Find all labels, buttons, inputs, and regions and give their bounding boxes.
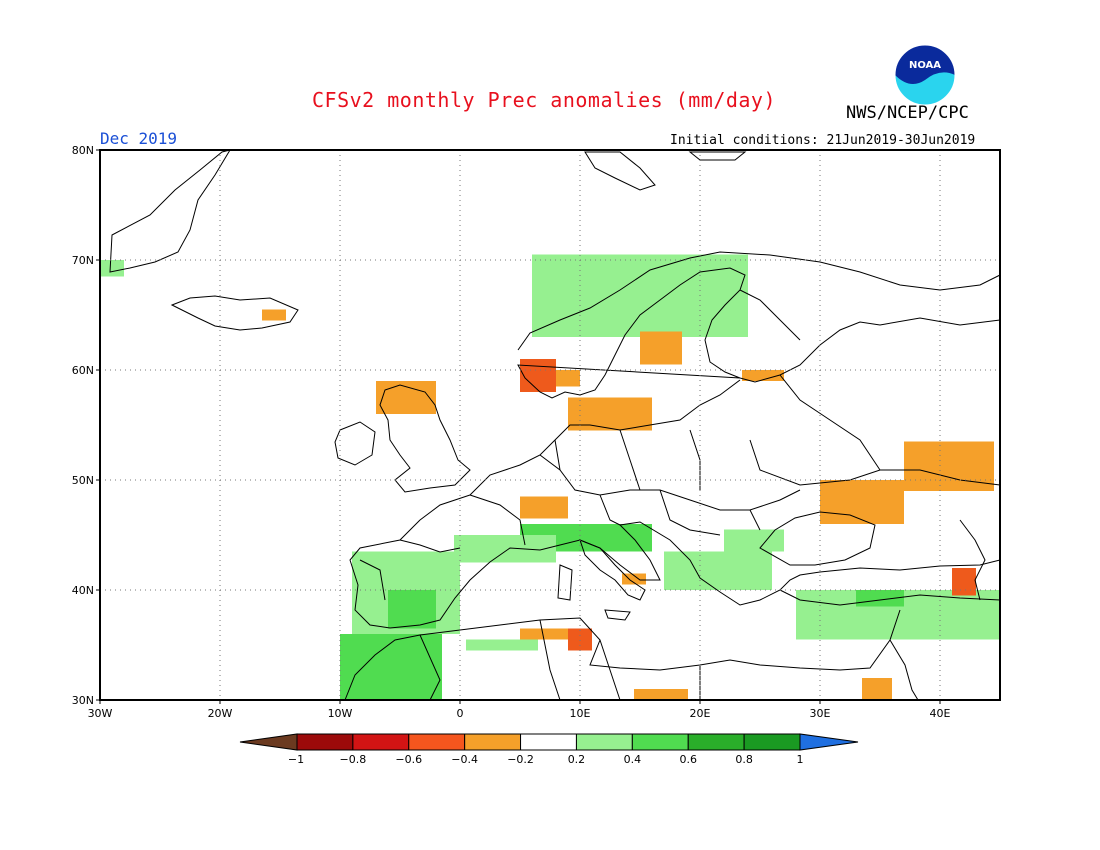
anomaly-region	[454, 535, 556, 563]
anomaly-region	[664, 551, 772, 590]
colorbar-below-arrow	[239, 733, 298, 751]
lon-tick-label: 20W	[208, 707, 233, 720]
lon-tick-label: 30E	[810, 707, 831, 720]
forecast-month: Dec 2019	[100, 129, 178, 148]
anomaly-region	[388, 590, 436, 629]
colorbar: −1 −0.8 −0.6 −0.4 −0.2 0.2 0.4 0.6 0.8 1	[239, 733, 859, 766]
anomaly-region	[862, 678, 892, 700]
colorbar-swatch	[520, 733, 577, 751]
anomaly-region	[520, 628, 580, 640]
colorbar-label: −0.6	[395, 753, 422, 766]
anomaly-region	[724, 529, 784, 552]
lat-tick-label: 80N	[72, 144, 94, 157]
colorbar-swatch	[743, 733, 801, 751]
anomaly-region	[340, 634, 442, 700]
map-frame	[99, 149, 1001, 701]
noaa-logo-icon: NOAA	[894, 44, 956, 106]
anomaly-region	[640, 331, 682, 365]
anomaly-regions	[100, 254, 1000, 700]
anomaly-region	[520, 359, 556, 392]
colorbar-swatch	[631, 733, 689, 751]
colorbar-label: −0.4	[451, 753, 478, 766]
anomaly-region	[904, 441, 994, 491]
colorbar-label: 0.2	[568, 753, 586, 766]
initial-conditions: Initial conditions: 21Jun2019-30Jun2019	[670, 133, 976, 148]
graticule	[100, 150, 1000, 700]
colorbar-label: 0.6	[679, 753, 697, 766]
lat-tick-label: 30N	[72, 694, 94, 707]
latitude-labels: 80N 70N 60N 50N 40N 30N	[72, 144, 100, 707]
anomaly-region	[532, 254, 748, 337]
lon-tick-label: 30W	[88, 707, 113, 720]
colorbar-swatch	[408, 733, 466, 751]
lat-tick-label: 60N	[72, 364, 94, 377]
lon-tick-label: 10W	[328, 707, 353, 720]
lat-tick-label: 40N	[72, 584, 94, 597]
anomaly-region	[100, 260, 124, 277]
lat-tick-label: 50N	[72, 474, 94, 487]
anomaly-region	[856, 590, 904, 607]
map-title: CFSv2 monthly Prec anomalies (mm/day)	[312, 88, 777, 112]
anomaly-region	[556, 370, 580, 387]
anomaly-region	[820, 480, 904, 524]
anomaly-region	[622, 573, 646, 585]
colorbar-swatch	[687, 733, 745, 751]
longitude-labels: 30W 20W 10W 0 10E 20E 30E 40E	[88, 700, 951, 720]
logo-text: NOAA	[909, 60, 941, 71]
anomaly-region	[520, 496, 568, 519]
colorbar-above-arrow	[799, 733, 859, 751]
colorbar-swatch	[296, 733, 354, 751]
colorbar-swatch	[352, 733, 410, 751]
lon-tick-label: 40E	[930, 707, 951, 720]
colorbar-swatch	[464, 733, 522, 751]
anomaly-region	[376, 381, 436, 414]
colorbar-label: −1	[288, 753, 304, 766]
anomaly-region	[466, 639, 538, 651]
anomaly-region	[742, 370, 784, 381]
colorbar-label: 1	[797, 753, 804, 766]
lon-tick-label: 0	[457, 707, 464, 720]
anomaly-region	[568, 628, 592, 651]
anomaly-region	[952, 568, 976, 596]
anomaly-region	[568, 397, 652, 431]
colorbar-label: −0.8	[340, 753, 367, 766]
anomaly-region	[262, 309, 286, 321]
colorbar-swatch	[575, 733, 633, 751]
colorbar-label: −0.2	[507, 753, 534, 766]
colorbar-label: 0.4	[624, 753, 642, 766]
lon-tick-label: 20E	[690, 707, 711, 720]
colorbar-label: 0.8	[735, 753, 753, 766]
lon-tick-label: 10E	[570, 707, 591, 720]
agency-label: NWS/NCEP/CPC	[846, 103, 969, 123]
lat-tick-label: 70N	[72, 254, 94, 267]
anomaly-region	[634, 689, 688, 700]
coastlines	[109, 149, 1001, 701]
